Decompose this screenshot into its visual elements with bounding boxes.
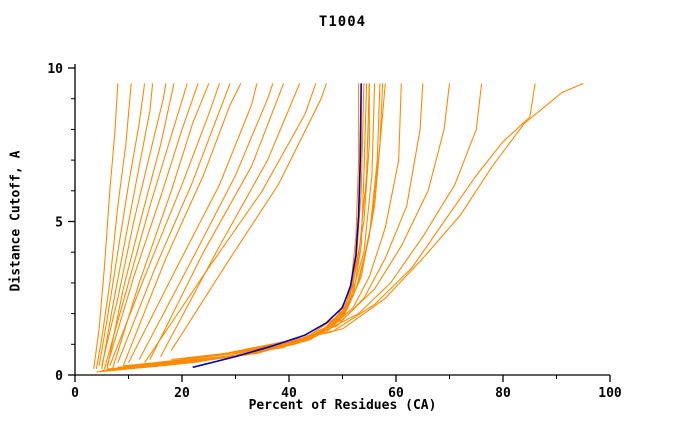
series-model-02 bbox=[95, 83, 132, 369]
series-model-08 bbox=[106, 83, 199, 366]
x-tick-label: 0 bbox=[71, 386, 79, 401]
series-model-34 bbox=[235, 82, 584, 355]
series-model-03 bbox=[98, 83, 146, 366]
series-model-17 bbox=[144, 83, 317, 364]
series-model-16 bbox=[160, 83, 301, 357]
series-model-09 bbox=[111, 83, 210, 370]
series-model-32 bbox=[208, 83, 483, 358]
y-tick-label: 0 bbox=[55, 369, 63, 384]
series-model-01 bbox=[93, 83, 119, 369]
x-tick-label: 60 bbox=[388, 386, 404, 401]
series-highlighted-model bbox=[192, 83, 362, 369]
series-model-14 bbox=[138, 83, 274, 360]
x-tick-label: 80 bbox=[495, 386, 511, 401]
series-model-28 bbox=[101, 83, 362, 372]
series-model-04 bbox=[101, 83, 154, 369]
series-model-06 bbox=[106, 83, 175, 370]
x-tick-label: 20 bbox=[174, 386, 190, 401]
x-tick-label: 40 bbox=[281, 386, 297, 401]
series-model-12 bbox=[122, 83, 242, 367]
series-model-05 bbox=[101, 83, 167, 366]
series-model-30 bbox=[171, 83, 424, 361]
series-model-18 bbox=[170, 83, 327, 351]
series-model-29 bbox=[155, 83, 402, 364]
y-tick-label: 5 bbox=[55, 216, 63, 231]
series-model-10 bbox=[109, 83, 221, 367]
x-axis-label: Percent of Residues (CA) bbox=[248, 398, 437, 413]
series-model-26 bbox=[139, 83, 386, 365]
series-model-13 bbox=[128, 83, 258, 363]
y-tick-label: 10 bbox=[47, 62, 63, 77]
series-model-11 bbox=[117, 83, 231, 363]
chart-title: T1004 bbox=[318, 14, 367, 30]
series-model-33 bbox=[224, 83, 536, 355]
series-model-20 bbox=[107, 83, 365, 370]
series-model-15 bbox=[149, 83, 285, 360]
x-tick-label: 100 bbox=[598, 386, 622, 401]
series-model-07 bbox=[103, 83, 188, 370]
